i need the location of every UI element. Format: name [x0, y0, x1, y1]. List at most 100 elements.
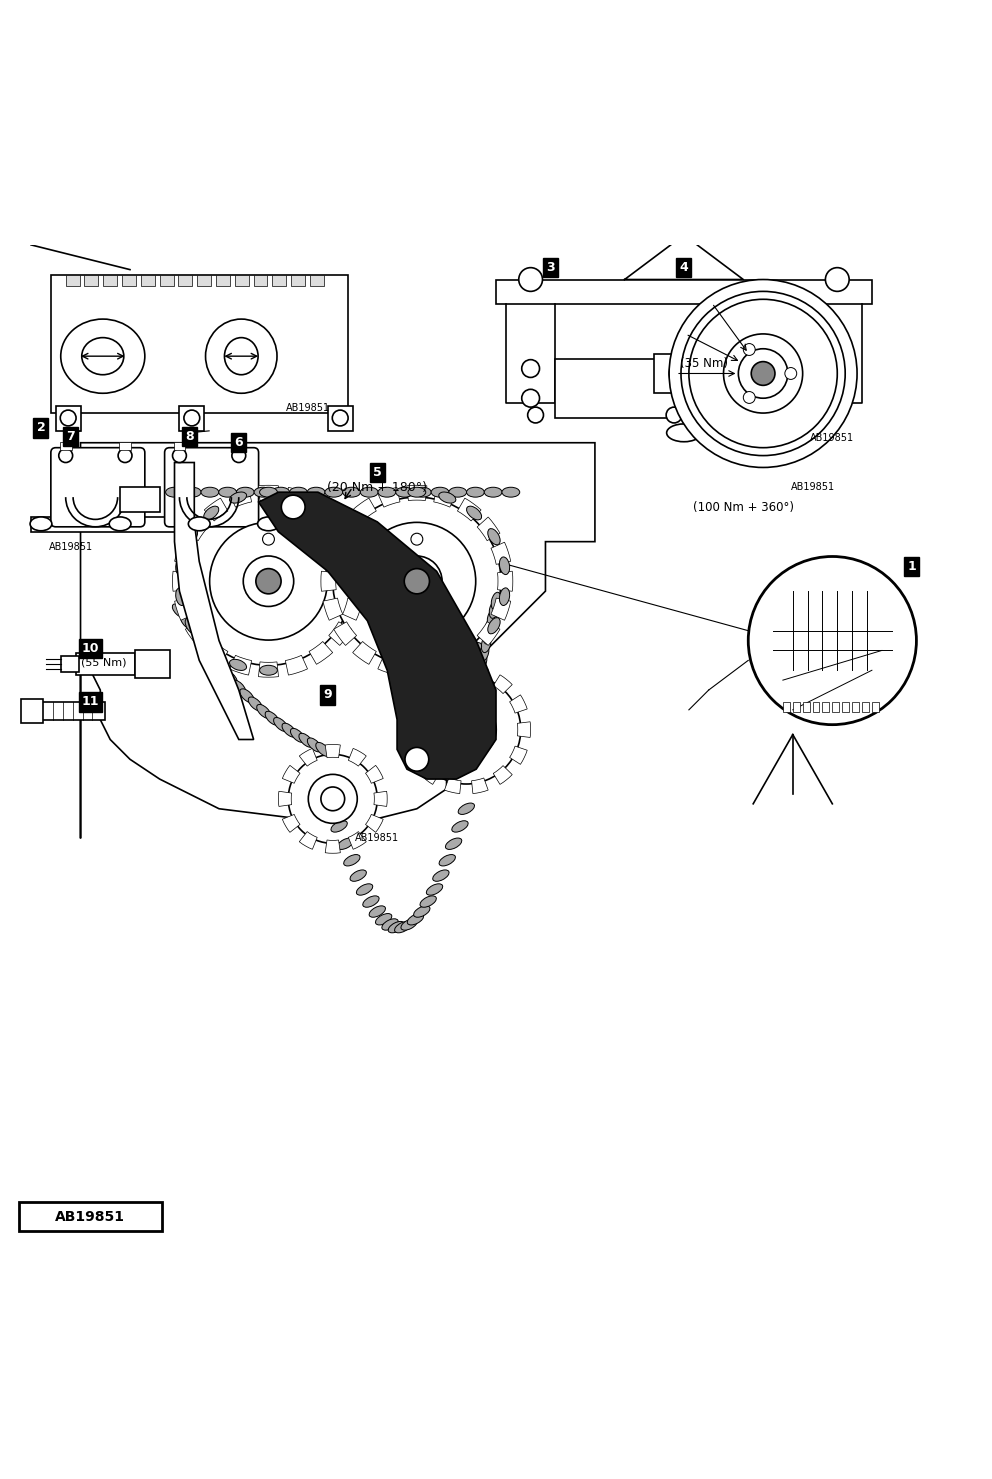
Bar: [793, 703, 800, 711]
Ellipse shape: [401, 918, 418, 930]
Wedge shape: [173, 571, 187, 592]
Bar: [496, 280, 872, 305]
Wedge shape: [328, 621, 351, 645]
Circle shape: [411, 534, 423, 546]
Wedge shape: [342, 543, 362, 565]
Ellipse shape: [408, 487, 426, 497]
Circle shape: [667, 407, 682, 423]
Circle shape: [440, 723, 454, 737]
Wedge shape: [283, 765, 300, 784]
Text: (55 Nm): (55 Nm): [80, 657, 126, 667]
Ellipse shape: [466, 642, 481, 657]
Bar: [61, 657, 78, 673]
Bar: [812, 703, 819, 711]
Wedge shape: [407, 485, 427, 500]
Circle shape: [289, 754, 377, 843]
Ellipse shape: [201, 487, 219, 497]
Ellipse shape: [360, 487, 378, 497]
Bar: [783, 703, 790, 711]
Ellipse shape: [376, 914, 392, 924]
Text: (20 Nm + 180°): (20 Nm + 180°): [327, 481, 428, 494]
Text: 1: 1: [907, 561, 916, 572]
Circle shape: [692, 303, 833, 444]
Wedge shape: [471, 778, 488, 794]
Ellipse shape: [445, 839, 461, 849]
Wedge shape: [323, 543, 343, 565]
Ellipse shape: [471, 677, 481, 695]
FancyBboxPatch shape: [51, 448, 145, 527]
Wedge shape: [510, 745, 527, 765]
Ellipse shape: [203, 506, 219, 521]
Wedge shape: [283, 815, 300, 833]
Circle shape: [459, 704, 473, 717]
Ellipse shape: [206, 649, 220, 664]
Ellipse shape: [499, 558, 510, 574]
Ellipse shape: [61, 319, 145, 393]
Ellipse shape: [205, 319, 277, 393]
Wedge shape: [518, 722, 531, 738]
Wedge shape: [493, 766, 512, 784]
Ellipse shape: [483, 627, 493, 643]
Circle shape: [309, 775, 357, 824]
Ellipse shape: [272, 487, 290, 497]
Ellipse shape: [466, 506, 481, 521]
Bar: [103, 275, 117, 287]
Ellipse shape: [260, 487, 278, 497]
Bar: [556, 358, 803, 419]
Ellipse shape: [467, 695, 477, 713]
Wedge shape: [406, 695, 423, 713]
Ellipse shape: [188, 518, 210, 531]
Circle shape: [681, 291, 845, 456]
Ellipse shape: [290, 487, 308, 497]
Wedge shape: [498, 571, 513, 592]
Wedge shape: [349, 571, 364, 592]
Ellipse shape: [395, 921, 411, 933]
Wedge shape: [434, 488, 456, 507]
Bar: [197, 275, 211, 287]
Wedge shape: [365, 765, 383, 784]
Circle shape: [332, 410, 348, 426]
Text: 8: 8: [186, 430, 193, 444]
Ellipse shape: [176, 558, 186, 574]
Wedge shape: [493, 674, 512, 694]
Ellipse shape: [356, 884, 373, 895]
Wedge shape: [444, 778, 461, 794]
Text: 7: 7: [66, 430, 75, 444]
Bar: [135, 651, 170, 679]
Ellipse shape: [461, 720, 471, 738]
Bar: [862, 703, 869, 711]
Wedge shape: [286, 488, 308, 507]
Wedge shape: [421, 674, 439, 694]
Ellipse shape: [223, 670, 237, 685]
Ellipse shape: [414, 905, 430, 917]
Ellipse shape: [499, 587, 510, 605]
Circle shape: [263, 534, 275, 546]
Wedge shape: [175, 543, 194, 565]
Wedge shape: [407, 663, 427, 677]
Wedge shape: [310, 642, 332, 664]
Circle shape: [436, 700, 496, 760]
Ellipse shape: [173, 603, 186, 618]
Text: 11: 11: [81, 695, 99, 708]
Circle shape: [256, 568, 281, 595]
Ellipse shape: [465, 704, 475, 722]
Wedge shape: [378, 488, 400, 507]
Circle shape: [173, 448, 186, 463]
Circle shape: [751, 362, 775, 386]
Ellipse shape: [438, 493, 456, 503]
Ellipse shape: [396, 487, 414, 497]
FancyBboxPatch shape: [51, 275, 347, 413]
Circle shape: [232, 448, 246, 463]
Ellipse shape: [414, 487, 432, 497]
Ellipse shape: [229, 493, 247, 503]
Ellipse shape: [432, 487, 449, 497]
Ellipse shape: [502, 487, 520, 497]
Circle shape: [528, 407, 544, 423]
Ellipse shape: [166, 487, 184, 497]
Circle shape: [825, 268, 849, 291]
Ellipse shape: [184, 487, 201, 497]
Ellipse shape: [308, 487, 325, 497]
Circle shape: [738, 349, 788, 398]
Bar: [822, 703, 829, 711]
Wedge shape: [342, 598, 362, 620]
